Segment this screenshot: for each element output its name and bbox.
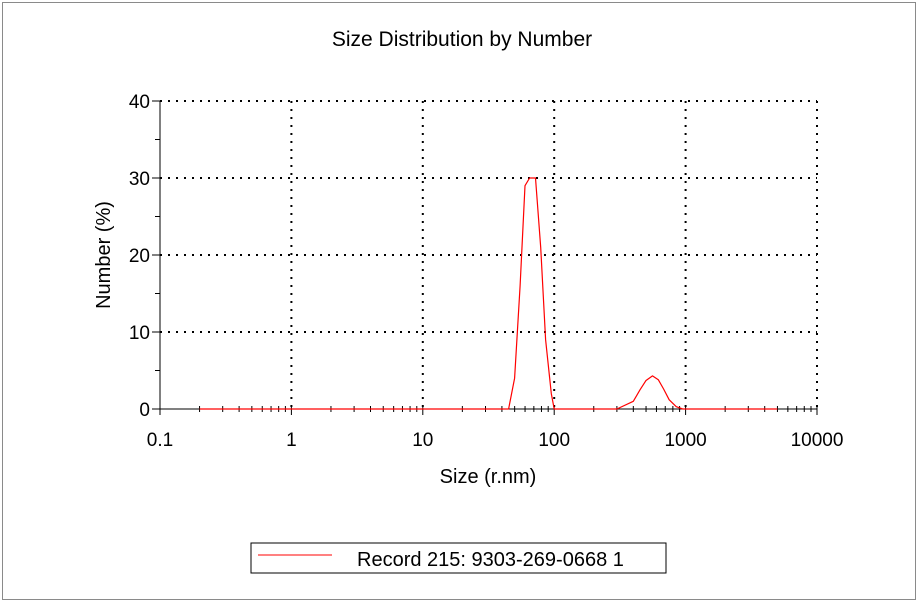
y-tick-label: 0: [139, 400, 150, 421]
y-axis-label: Number (%): [93, 201, 115, 309]
x-tick-label: 0.1: [147, 430, 173, 451]
x-tick-label: 1000: [664, 430, 706, 451]
y-tick-label: 30: [129, 169, 150, 190]
grid-layer: [160, 100, 818, 409]
chart-frame: [2, 2, 916, 600]
x-axis-label: Size (r.nm): [440, 466, 537, 488]
y-tick-label: 40: [129, 92, 150, 113]
y-tick-label: 10: [129, 323, 150, 344]
axis-layer: [152, 100, 818, 415]
chart-title: Size Distribution by Number: [332, 28, 592, 51]
series-line: [199, 177, 778, 410]
series-layer: [199, 177, 778, 410]
x-tick-label: 100: [538, 430, 570, 451]
x-tick-label: 10000: [791, 430, 844, 451]
legend-label: Record 215: 9303-269-0668 1: [357, 549, 624, 571]
legend: Record 215: 9303-269-0668 1: [250, 542, 667, 574]
x-tick-label: 10: [412, 430, 433, 451]
tick-label-layer: 0 10 20 30 40 0.1 1 10 100 1000 10000: [129, 92, 844, 451]
legend-box: [250, 542, 667, 574]
x-tick-label: 1: [286, 430, 297, 451]
y-tick-label: 20: [129, 246, 150, 267]
